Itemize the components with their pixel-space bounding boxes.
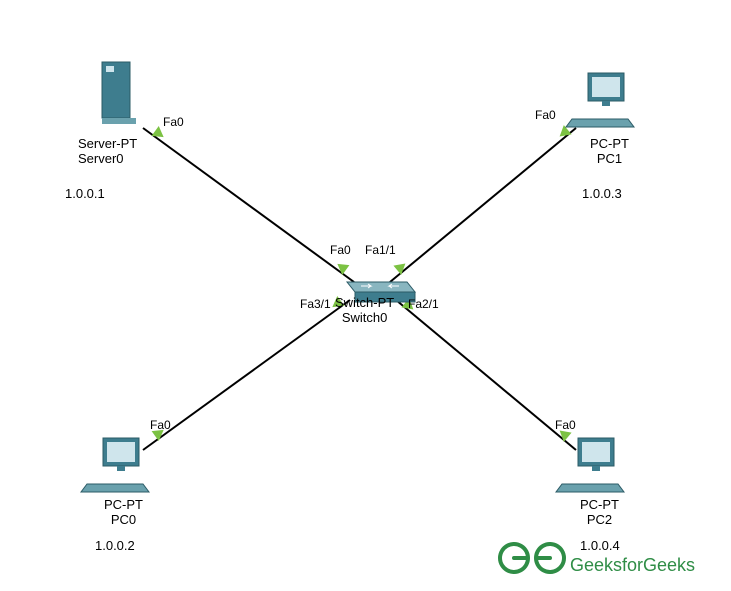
pc2-port: Fa0 <box>555 418 576 432</box>
pc2-label: PC-PT PC2 <box>580 497 619 527</box>
pc2-ip: 1.0.0.4 <box>580 538 620 553</box>
switch0-port-fa11: Fa1/1 <box>365 243 396 257</box>
watermark-logo <box>500 544 564 572</box>
pc1-port: Fa0 <box>535 108 556 122</box>
pc2-icon <box>556 438 624 492</box>
pc0-icon <box>81 438 149 492</box>
server0-ip: 1.0.0.1 <box>65 186 105 201</box>
pc1-label-line2: PC1 <box>597 151 622 166</box>
pc0-ip: 1.0.0.2 <box>95 538 135 553</box>
switch0-label-line1: Switch-PT <box>335 295 394 310</box>
pc1-label: PC-PT PC1 <box>590 136 629 166</box>
pc0-label-line2: PC0 <box>111 512 136 527</box>
switch0-port-fa21: Fa2/1 <box>408 297 439 311</box>
server-icon <box>102 62 136 124</box>
pc0-label-line1: PC-PT <box>104 497 143 512</box>
server0-port: Fa0 <box>163 115 184 129</box>
pc1-icon <box>566 73 634 127</box>
server0-label: Server-PT Server0 <box>78 136 137 166</box>
switch0-label: Switch-PT Switch0 <box>335 295 394 325</box>
switch0-port-fa0: Fa0 <box>330 243 351 257</box>
pc0-port: Fa0 <box>150 418 171 432</box>
pc0-label: PC-PT PC0 <box>104 497 143 527</box>
server0-label-line1: Server-PT <box>78 136 137 151</box>
switch0-label-line2: Switch0 <box>342 310 388 325</box>
watermark-text: GeeksforGeeks <box>570 555 695 576</box>
pc2-label-line2: PC2 <box>587 512 612 527</box>
pc1-ip: 1.0.0.3 <box>582 186 622 201</box>
pc2-label-line1: PC-PT <box>580 497 619 512</box>
pc1-label-line1: PC-PT <box>590 136 629 151</box>
switch0-port-fa31: Fa3/1 <box>300 297 331 311</box>
server0-label-line2: Server0 <box>78 151 124 166</box>
